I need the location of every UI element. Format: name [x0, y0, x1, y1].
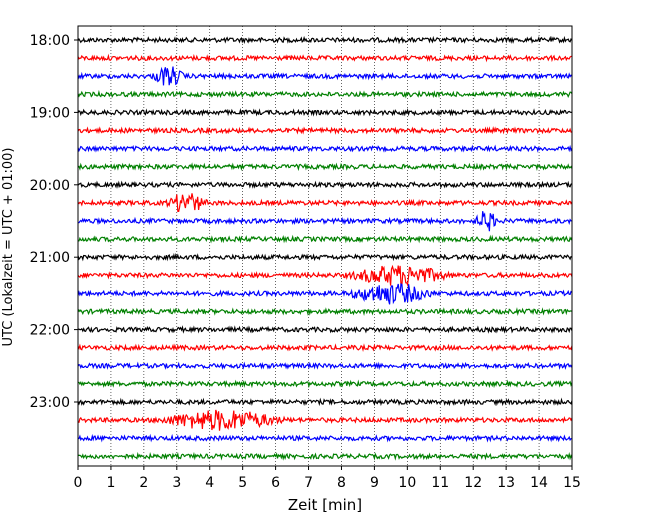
y-axis: 18:00 19:00 20:00 21:00 22:00 23:00	[30, 33, 78, 411]
trace-2215	[77, 343, 573, 352]
trace-2245	[77, 379, 573, 389]
x-tick-label: 5	[238, 475, 247, 491]
trace-2030	[78, 211, 573, 232]
x-tick-label: 1	[106, 475, 115, 491]
x-axis-label: Zeit [min]	[288, 496, 362, 514]
x-axis: 0 1 2 3 4 5 6 7 8 9 10 11 12 13 14 15	[74, 466, 581, 491]
x-tick-label: 3	[172, 475, 181, 491]
x-tick-label: 12	[464, 475, 482, 491]
y-axis-label: UTC (Lokalzeit = UTC + 01:00)	[1, 148, 16, 347]
x-tick-label: 14	[530, 475, 548, 491]
trace-2330	[77, 433, 573, 443]
trace-2200	[77, 325, 573, 334]
x-tick-label: 13	[497, 475, 515, 491]
x-tick-label: 10	[398, 475, 416, 491]
trace-2130	[77, 283, 573, 305]
trace-1800	[77, 35, 573, 45]
x-tick-label: 8	[337, 475, 346, 491]
y-tick-label: 22:00	[30, 323, 70, 339]
trace-2100	[77, 252, 573, 262]
x-tick-label: 2	[139, 475, 148, 491]
trace-2015	[77, 193, 573, 213]
plot-frame	[77, 25, 573, 467]
x-tick-label: 15	[563, 475, 581, 491]
trace-2315	[77, 409, 573, 431]
trace-2045	[77, 234, 573, 244]
x-tick-label: 0	[74, 475, 83, 491]
y-tick-label: 19:00	[30, 105, 70, 121]
y-tick-label: 20:00	[30, 178, 70, 194]
trace-1915	[77, 126, 573, 135]
x-tick-label: 4	[205, 475, 214, 491]
y-tick-label: 21:00	[30, 250, 70, 266]
trace-2345	[77, 451, 573, 461]
trace-1815	[77, 53, 573, 63]
x-tick-label: 7	[304, 475, 313, 491]
trace-2230	[77, 361, 573, 371]
trace-2000	[77, 180, 573, 189]
y-tick-label: 23:00	[30, 395, 70, 411]
trace-1830	[77, 66, 573, 86]
trace-1945	[77, 162, 573, 172]
trace-2300	[77, 397, 573, 407]
x-tick-label: 11	[431, 475, 449, 491]
trace-1845	[77, 89, 573, 99]
trace-2115	[77, 264, 573, 288]
grid-lines	[110, 26, 540, 466]
x-tick-label: 6	[271, 475, 280, 491]
trace-2145	[77, 307, 573, 316]
trace-1900	[77, 108, 573, 117]
seismogram-traces	[77, 35, 573, 461]
x-tick-label: 9	[370, 475, 379, 491]
y-tick-label: 18:00	[30, 33, 70, 49]
trace-1930	[77, 144, 573, 153]
